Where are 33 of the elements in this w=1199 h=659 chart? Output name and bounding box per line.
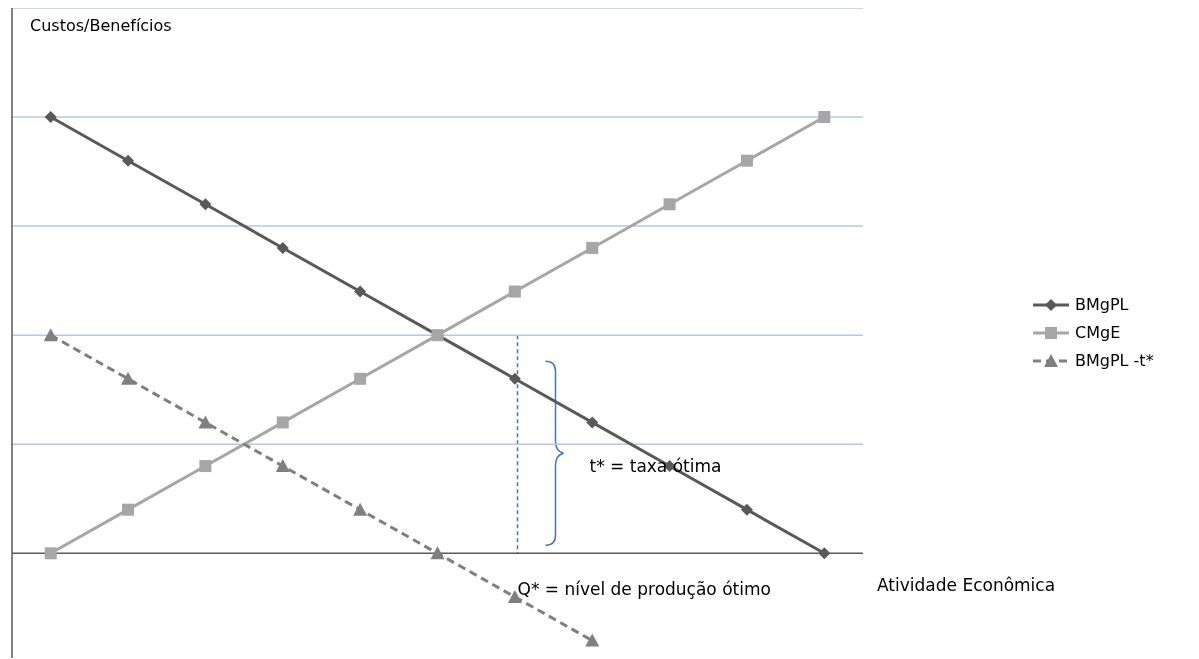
text: Custos/Benefícios (30, 16, 172, 35)
point (818, 111, 831, 124)
point (586, 416, 599, 429)
point (585, 633, 600, 647)
point (818, 547, 831, 560)
point (508, 285, 521, 298)
point (740, 503, 753, 516)
annotation: t* = taxa ótima (589, 456, 722, 477)
point (44, 111, 57, 124)
point (121, 371, 136, 385)
point (43, 328, 58, 342)
point (198, 415, 213, 429)
point (586, 241, 599, 254)
point (508, 372, 521, 385)
point (122, 154, 135, 167)
legend-label: BMgPL -t* (1075, 350, 1154, 372)
point (276, 241, 289, 254)
point (663, 198, 676, 211)
legend-label: CMgE (1075, 322, 1121, 344)
point (275, 459, 290, 473)
point (740, 154, 753, 167)
legend-label: BMgPL (1075, 294, 1129, 316)
point (44, 547, 57, 560)
point (276, 416, 289, 429)
point (354, 285, 367, 298)
x-axis-title: Atividade Econômica (877, 575, 1056, 596)
point (353, 502, 368, 516)
point (122, 503, 135, 516)
point (199, 460, 212, 473)
annotation: Q* = nível de produção ótimo (517, 579, 771, 600)
point (199, 198, 212, 211)
point (430, 546, 445, 560)
point (354, 372, 367, 385)
